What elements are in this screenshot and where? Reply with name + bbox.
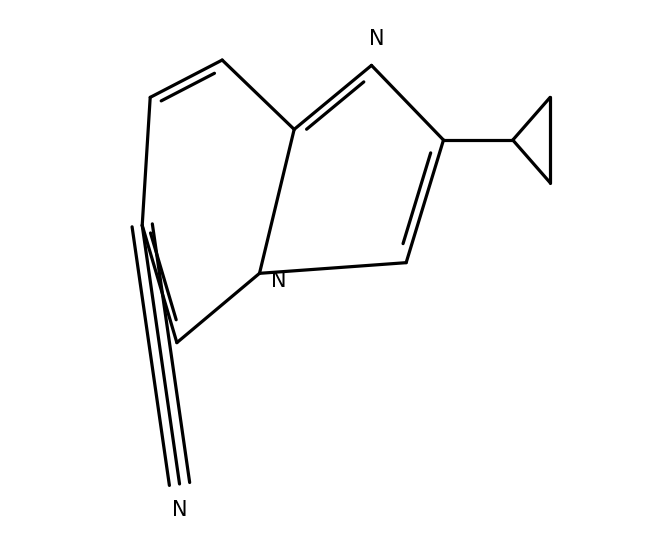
Text: N: N <box>271 271 286 292</box>
Text: N: N <box>172 500 187 520</box>
Text: N: N <box>369 29 385 49</box>
